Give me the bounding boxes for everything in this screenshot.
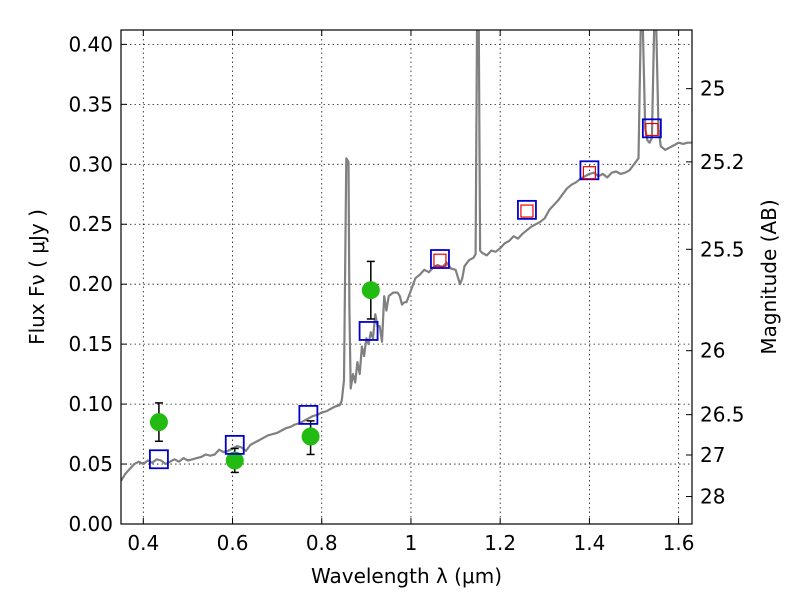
- observed-point: [361, 281, 380, 300]
- y-tick-label: 0.00: [68, 512, 113, 536]
- model-box-point: [358, 321, 379, 341]
- y2-tick-label: 26.5: [700, 403, 745, 427]
- plot-frame: [120, 29, 693, 525]
- y2-axis-label: Magnitude (AB): [757, 199, 781, 354]
- y-tick-label: 0.15: [68, 332, 113, 356]
- model-box-point: [430, 249, 450, 269]
- y-tick-label: 0.35: [68, 92, 113, 116]
- inner-box-point: [582, 166, 596, 180]
- inner-box-point: [645, 122, 659, 137]
- x-tick-label: 0.6: [217, 531, 249, 555]
- x-tick-label: 1.2: [484, 531, 516, 555]
- model-box-point: [641, 118, 662, 139]
- spectrum-line: [121, 30, 692, 482]
- y2-tick-label: 25: [700, 77, 725, 101]
- y2-tick-label: 26: [700, 339, 725, 363]
- y-tick-label: 0.30: [68, 152, 113, 176]
- x-tick-label: 0.4: [127, 531, 159, 555]
- inner-box-point: [433, 253, 447, 267]
- model-box-point: [579, 160, 600, 181]
- model-box-point: [149, 449, 169, 470]
- y2-tick-label: 25.5: [700, 237, 745, 261]
- observed-point: [149, 413, 168, 432]
- x-tick-label: 1.4: [573, 531, 605, 555]
- observed-point: [301, 427, 320, 446]
- model-box-point: [298, 404, 319, 425]
- y-axis-label: Flux Fν ( μJy ): [25, 209, 49, 345]
- x-axis-label: Wavelength λ (μm): [311, 564, 502, 588]
- model-box-point: [517, 199, 537, 220]
- y2-tick-label: 25.2: [700, 150, 745, 174]
- y-tick-label: 0.10: [68, 392, 113, 416]
- x-tick-label: 0.8: [306, 531, 338, 555]
- x-tick-label: 1: [405, 531, 418, 555]
- x-tick-label: 1.6: [663, 531, 695, 555]
- inner-box-point: [520, 204, 534, 218]
- axis-ticks: 0.4 0.6 0.8 1 1.2 1.4 1.6 0.00 0.05 0.10 0.15 0.20 0…: [68, 30, 745, 555]
- plot-area: [121, 30, 692, 482]
- y-tick-label: 0.40: [68, 32, 113, 56]
- observed-point: [225, 451, 244, 470]
- model-box-point: [224, 434, 245, 455]
- y-tick-label: 0.20: [68, 272, 113, 296]
- grid: [121, 30, 692, 525]
- y-tick-label: 0.05: [68, 452, 113, 476]
- y2-tick-label: 27: [700, 443, 725, 467]
- y2-tick-label: 28: [700, 485, 725, 509]
- y-tick-label: 0.25: [68, 212, 113, 236]
